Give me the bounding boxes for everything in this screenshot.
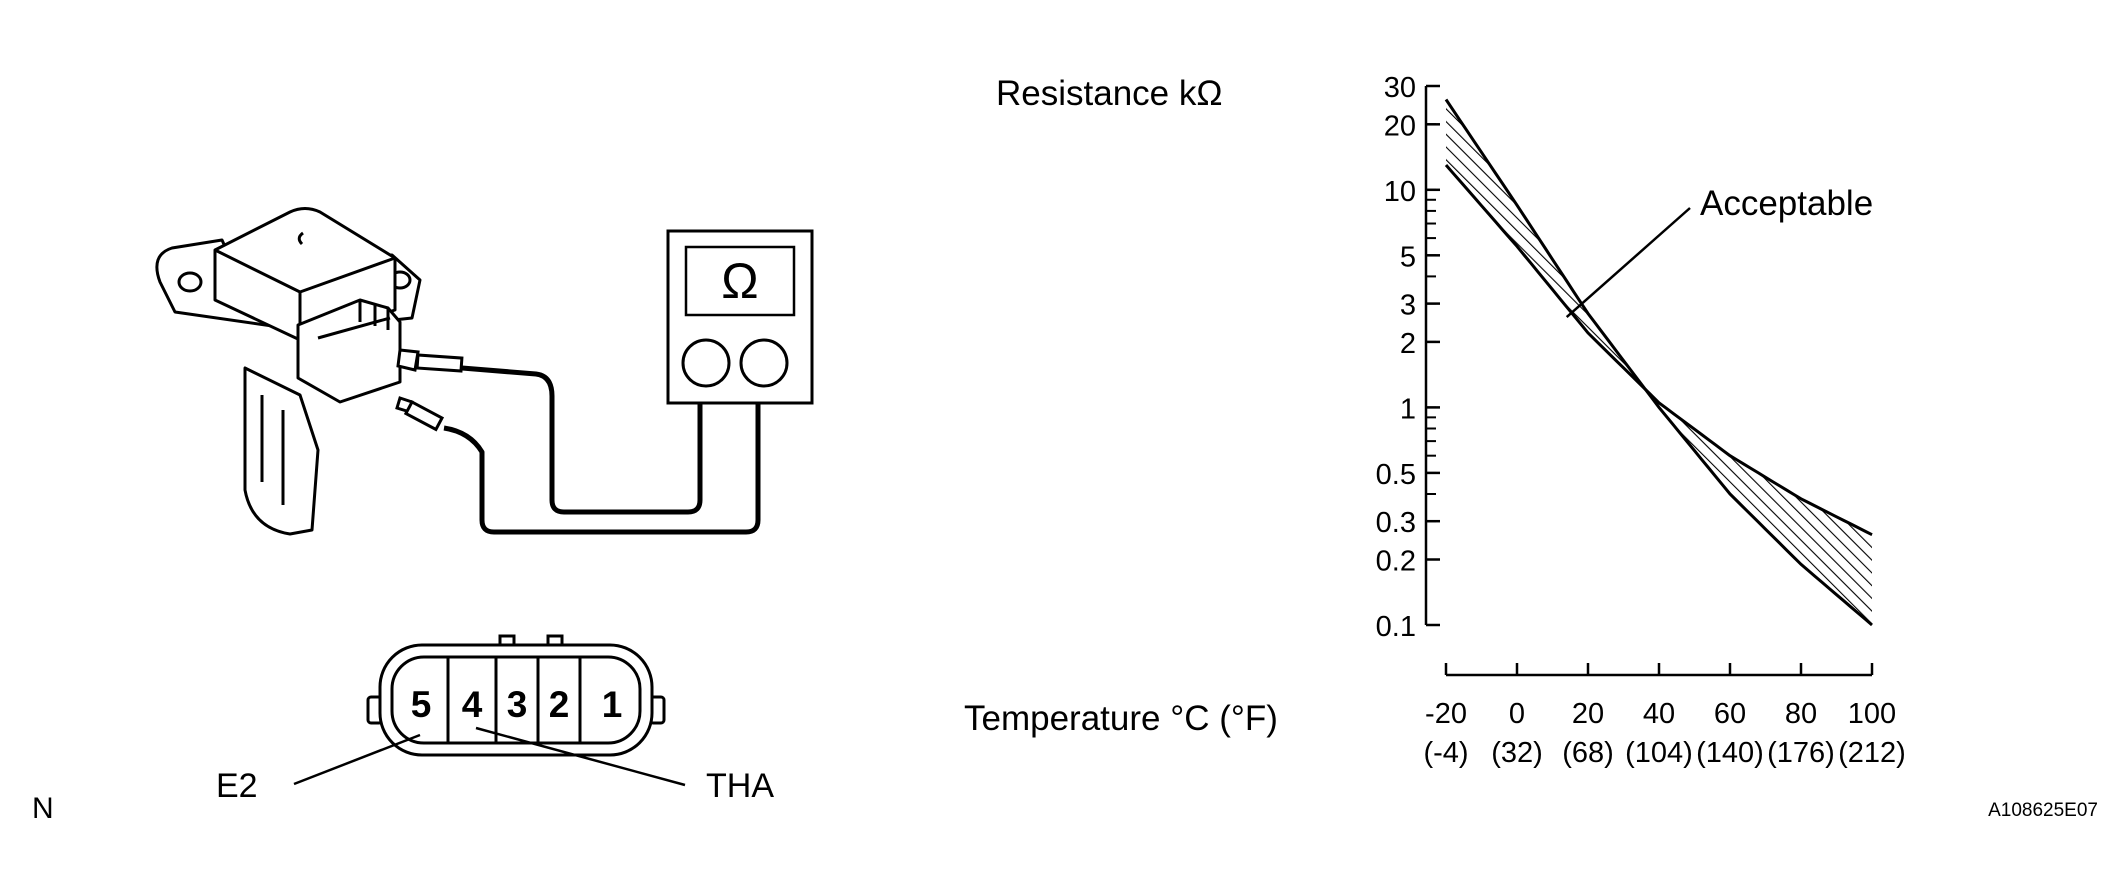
x-tick-label-celsius: 80 <box>1785 698 1817 730</box>
x-tick-label-celsius: 60 <box>1714 698 1746 730</box>
test-leads <box>443 365 761 535</box>
tha-leader <box>475 726 686 787</box>
label-tha: THA <box>706 767 774 805</box>
pin-1: 1 <box>602 684 623 725</box>
y-tick-label: 0.3 <box>1376 507 1416 539</box>
chart-area: 30 20 10 5 3 2 1 0.5 0.3 0.2 0.1 -20 (-4) 0 (32) 20 (68)… <box>1376 72 1906 769</box>
y-tick-label: 20 <box>1384 110 1416 142</box>
ohmmeter-symbol: Ω <box>721 253 758 309</box>
x-tick-label-celsius: 40 <box>1643 698 1675 730</box>
y-tick-label: 5 <box>1400 241 1416 273</box>
label-e2: E2 <box>216 767 258 805</box>
band-lower-curve <box>1444 164 1873 537</box>
pin-2: 2 <box>549 684 570 725</box>
x-axis-title: Temperature °C (°F) <box>964 699 1278 738</box>
acceptable-band <box>1446 99 1872 625</box>
x-tick-label-fahrenheit: (104) <box>1625 737 1693 769</box>
pin-5: 5 <box>411 684 432 725</box>
probe-tips <box>395 348 464 432</box>
ohmmeter: Ω <box>666 229 814 405</box>
y-tick-label: 2 <box>1400 328 1416 360</box>
y-tick-label: 1 <box>1400 393 1416 425</box>
y-tick-label: 0.2 <box>1376 545 1416 577</box>
acceptable-label: Acceptable <box>1700 184 1873 223</box>
ohmmeter-terminal-right <box>739 338 789 388</box>
band-upper-curve <box>1444 98 1873 627</box>
x-tick-label-fahrenheit: (32) <box>1491 737 1543 769</box>
x-tick-label-fahrenheit: (212) <box>1838 737 1906 769</box>
y-tick-label: 0.1 <box>1376 611 1416 643</box>
x-tick-label-celsius: 20 <box>1572 698 1604 730</box>
connector-face <box>366 634 666 757</box>
acceptable-leader <box>1565 207 1691 319</box>
x-tick-label-fahrenheit: (68) <box>1562 737 1614 769</box>
x-tick-label-celsius: -20 <box>1425 698 1467 730</box>
pin-3: 3 <box>507 684 528 725</box>
y-tick-label: 10 <box>1384 176 1416 208</box>
ohmmeter-terminal-left <box>681 338 731 388</box>
sensor-illustration <box>155 207 422 536</box>
x-tick-label-celsius: 0 <box>1509 698 1525 730</box>
x-tick-label-fahrenheit: (176) <box>1767 737 1835 769</box>
y-tick-label: 3 <box>1400 290 1416 322</box>
y-tick-label: 30 <box>1384 72 1416 104</box>
x-tick-label-fahrenheit: (140) <box>1696 737 1764 769</box>
y-axis-title: Resistance kΩ <box>996 74 1223 113</box>
figure-code: A108625E07 <box>1988 800 2098 821</box>
y-tick-label: 0.5 <box>1376 459 1416 491</box>
x-tick-label-fahrenheit: (-4) <box>1423 737 1468 769</box>
corner-letter: N <box>32 792 54 825</box>
x-tick-label-celsius: 100 <box>1848 698 1896 730</box>
e2-leader <box>293 733 421 786</box>
pin-4: 4 <box>462 684 483 725</box>
